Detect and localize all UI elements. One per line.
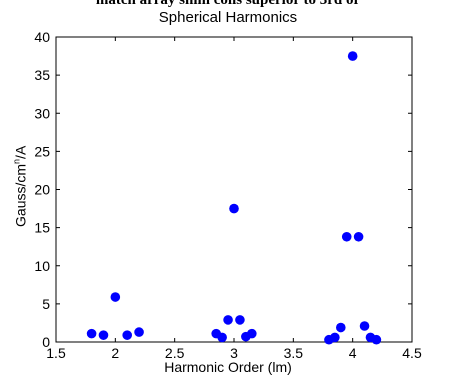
x-tick-label: 2 [111, 345, 119, 361]
data-point [110, 292, 121, 302]
data-point [353, 231, 364, 242]
chart-title-cropped: match array shim coils superior to 3rd o… [95, 0, 361, 8]
y-axis-label-base: Gauss/cm [12, 163, 29, 227]
y-tick-label: 30 [34, 105, 50, 121]
x-axis-ticks: 1.5 2 2.5 3 3.5 4 4.5 [46, 37, 422, 361]
data-point [341, 231, 352, 242]
data-points [86, 51, 382, 345]
data-point [122, 330, 132, 340]
x-tick-label: 2.5 [165, 345, 185, 361]
y-axis-label-unit: /A [12, 145, 29, 159]
data-point [229, 203, 239, 214]
data-point [98, 330, 109, 340]
data-point [223, 315, 233, 325]
data-point [134, 327, 144, 337]
x-tick-label: 4.5 [402, 345, 422, 361]
x-tick-label: 3.5 [284, 345, 304, 361]
y-tick-label: 5 [42, 296, 50, 312]
x-axis-label: Harmonic Order (lm) [164, 359, 292, 375]
y-tick-label: 15 [34, 220, 50, 236]
y-axis-label-exponent: n [11, 158, 22, 164]
y-axis-ticks: 0 5 10 15 20 25 30 35 40 [34, 29, 412, 350]
data-point [247, 328, 257, 339]
data-point [86, 328, 97, 339]
data-point [336, 322, 346, 333]
x-tick-label: 1.5 [46, 345, 66, 361]
y-tick-label: 40 [34, 29, 50, 45]
data-point [359, 321, 370, 331]
y-axis-label: Gauss/cmn/A [12, 106, 29, 266]
y-tick-label: 35 [34, 67, 50, 83]
y-tick-label: 0 [42, 334, 50, 350]
data-point [347, 51, 358, 61]
y-tick-label: 20 [34, 182, 50, 198]
chart-title: Spherical Harmonics [158, 9, 298, 26]
x-tick-label: 3 [230, 345, 238, 361]
x-tick-label: 4 [349, 345, 357, 361]
data-point [235, 315, 245, 325]
data-point [371, 334, 382, 345]
y-tick-label: 25 [34, 143, 50, 159]
data-point [217, 332, 227, 343]
plot-area [55, 36, 413, 343]
y-tick-label: 10 [34, 258, 50, 274]
data-point [330, 332, 340, 343]
